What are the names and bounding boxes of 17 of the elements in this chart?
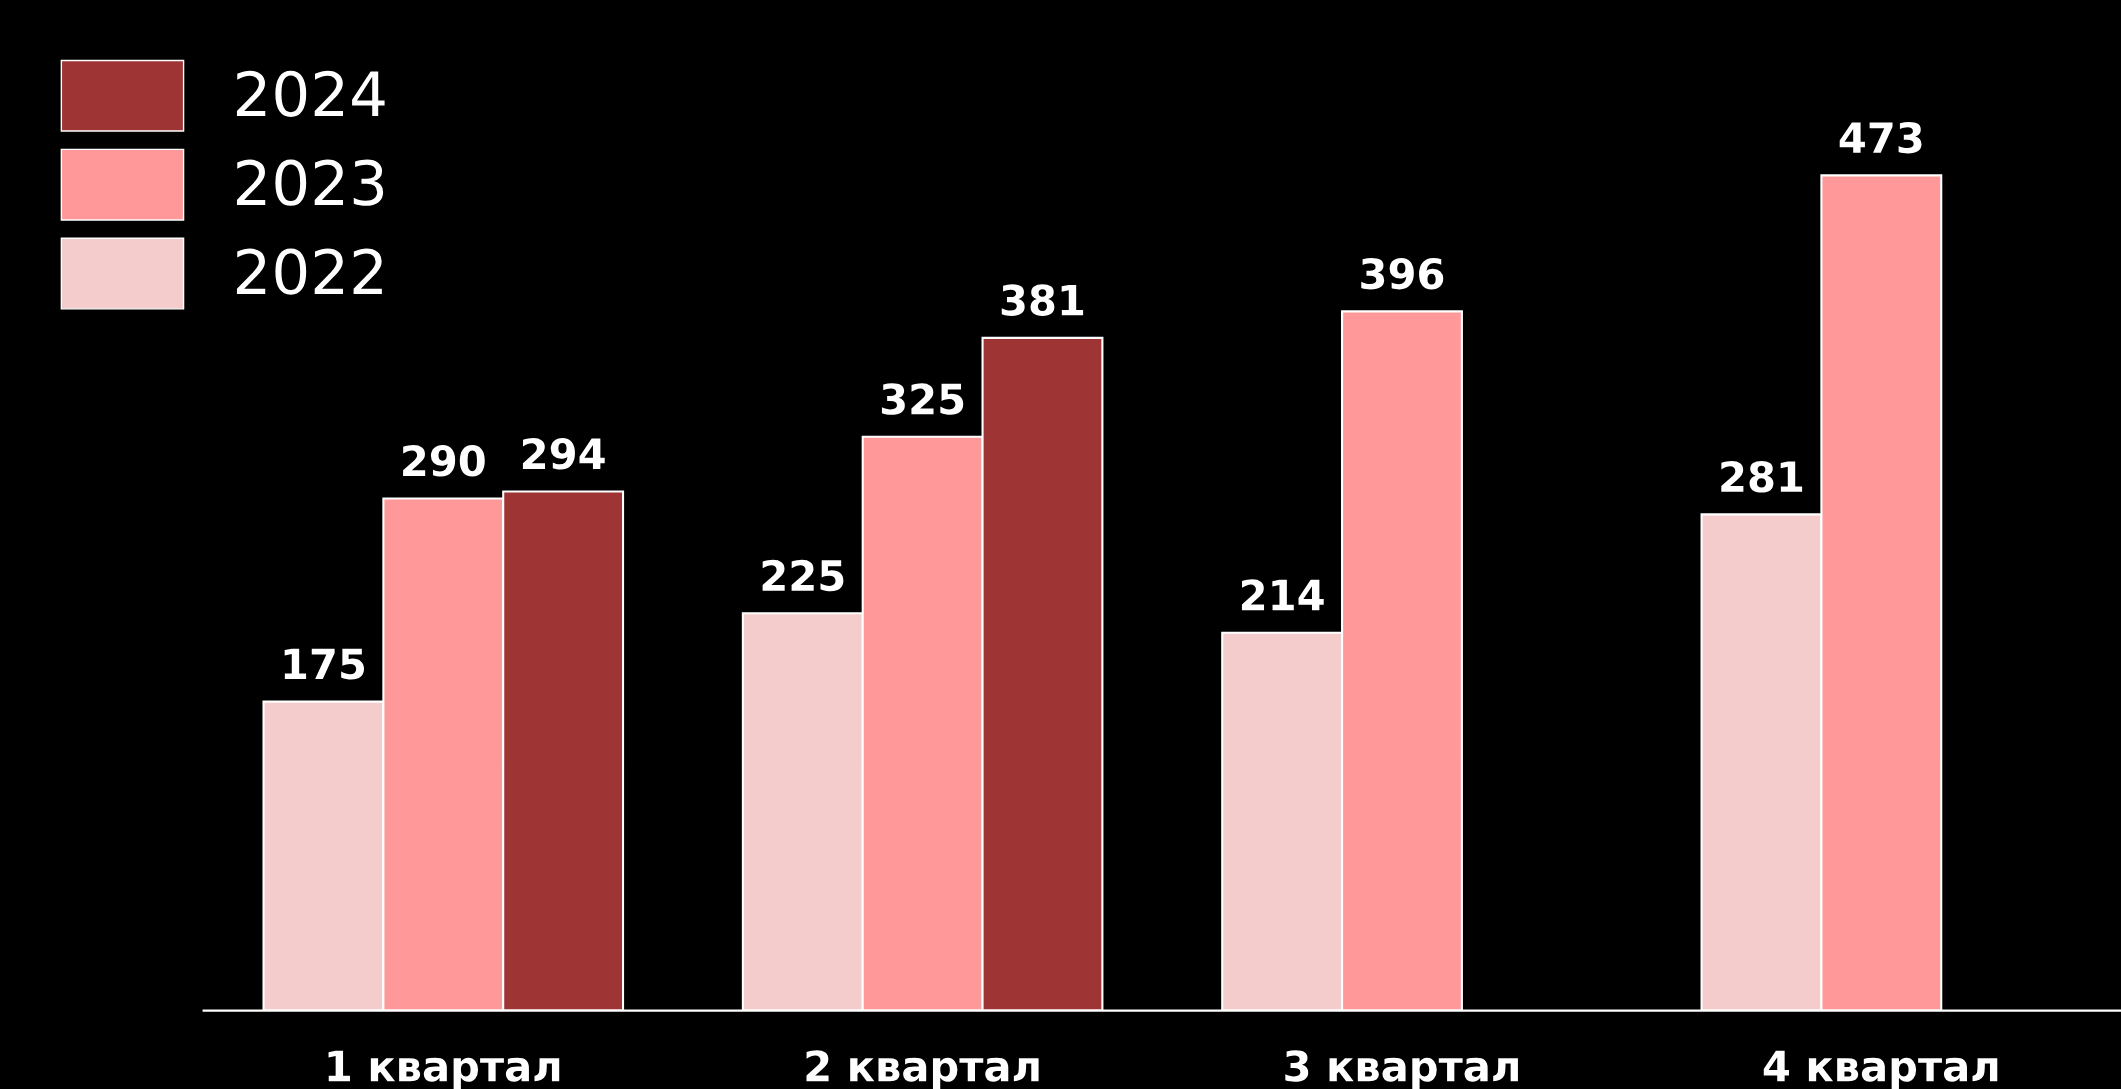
data-label: 396 xyxy=(1361,257,1444,290)
legend-label: 2023 xyxy=(236,159,384,206)
data-label: 281 xyxy=(1721,460,1803,493)
data-label: 290 xyxy=(403,445,485,477)
x-tick-label: 1 квартал xyxy=(328,1050,560,1089)
data-label: 381 xyxy=(1001,284,1084,316)
x-tick-label: 2 квартал xyxy=(806,1050,1039,1089)
data-label: 325 xyxy=(881,383,964,415)
data-label: 473 xyxy=(1839,121,1922,154)
data-label: 225 xyxy=(762,559,844,592)
data-label: 214 xyxy=(1241,579,1324,611)
legend-label: 2024 xyxy=(236,70,385,117)
legend-label: 2022 xyxy=(236,248,382,295)
data-label: 294 xyxy=(522,437,605,470)
x-tick-label: 4 квартал xyxy=(1763,1050,1998,1089)
data-label: 175 xyxy=(284,648,365,680)
x-tick-label: 3 квартал xyxy=(1285,1050,1518,1089)
